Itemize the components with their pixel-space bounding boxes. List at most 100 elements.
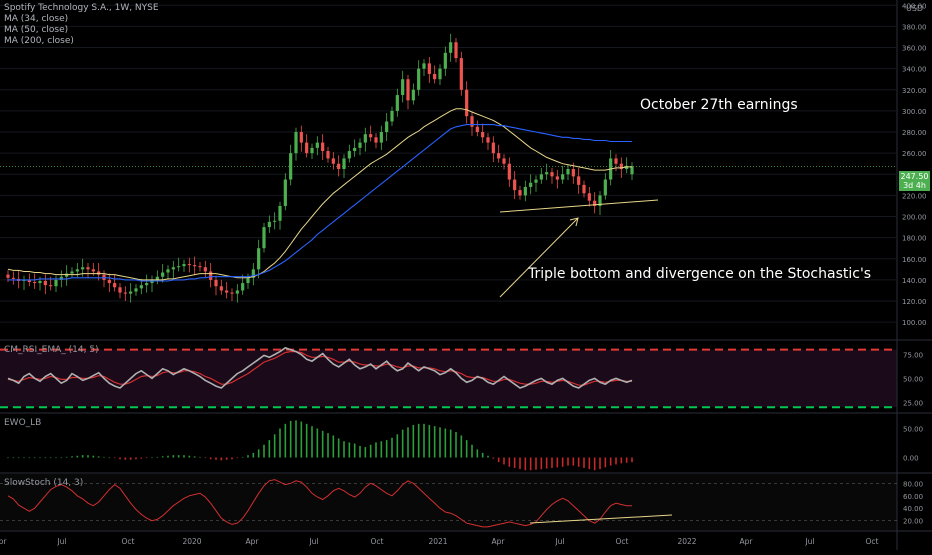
- ewo-bar: [135, 457, 137, 460]
- candle-body: [161, 272, 165, 277]
- ewo-bar: [556, 457, 559, 468]
- ewo-bar: [23, 457, 25, 459]
- time-tick-label: Apr: [740, 537, 754, 546]
- ewo-bar: [428, 425, 431, 458]
- ewo-bar: [625, 457, 628, 463]
- candle-body: [550, 172, 554, 177]
- candle-body: [598, 195, 602, 206]
- ewo-bar: [583, 457, 585, 468]
- ewo-bar: [231, 457, 233, 460]
- candle-body: [401, 79, 405, 96]
- candle-body: [43, 280, 47, 286]
- candle-body: [566, 169, 570, 175]
- rsi-band: [0, 349, 897, 408]
- ewo-pane-label[interactable]: EWO_LB: [4, 418, 42, 428]
- ewo-bar: [215, 457, 217, 460]
- ma34-line: [7, 108, 632, 281]
- ewo-bar: [87, 455, 89, 458]
- candle-body: [395, 95, 399, 111]
- legend-ma34[interactable]: MA (34, close): [4, 14, 69, 24]
- ewo-bar: [39, 457, 41, 459]
- stoch-pane-label[interactable]: SlowStoch (14, 3): [4, 478, 84, 488]
- ewo-bar: [60, 457, 63, 459]
- ewo-bar: [449, 429, 452, 458]
- ewo-bar: [401, 429, 404, 458]
- ewo-bar: [327, 433, 329, 458]
- ewo-bar: [497, 457, 500, 463]
- candle-body: [438, 68, 442, 80]
- candle-body: [11, 277, 15, 279]
- candle-body: [262, 227, 266, 249]
- candle-body: [177, 266, 181, 268]
- ewo-bar: [375, 442, 377, 458]
- candle-body: [6, 274, 10, 278]
- ewo-bar: [17, 457, 20, 459]
- candle-body: [625, 165, 629, 169]
- candle-body: [38, 280, 42, 284]
- stoch-tick-label: 40.00: [903, 505, 923, 513]
- ewo-tick-label: 0.00: [903, 455, 919, 463]
- price-tick-label: 140.00: [902, 277, 927, 285]
- ewo-bar: [252, 452, 255, 458]
- ewo-bar: [28, 457, 31, 459]
- candle-body: [577, 176, 581, 185]
- rsi-line: [7, 346, 633, 389]
- ewo-bar: [572, 457, 575, 466]
- candle-body: [534, 179, 538, 183]
- ewo-bar: [615, 457, 617, 465]
- support-trendline: [499, 199, 659, 213]
- ewo-bar: [444, 428, 447, 458]
- candle-body: [342, 158, 346, 169]
- ewo-bar: [145, 457, 148, 459]
- legend-ma200[interactable]: MA (200, close): [4, 36, 74, 46]
- candle-body: [417, 68, 421, 90]
- ewo-bar: [129, 457, 132, 460]
- ewo-bar: [44, 457, 47, 459]
- ewo-bar: [407, 427, 409, 458]
- earnings-annotation: October 27th earnings: [640, 97, 798, 113]
- symbol-title[interactable]: Spotify Technology S.A., 1W, NYSE: [4, 3, 159, 13]
- candle-body: [561, 174, 565, 180]
- annotation-arrowhead: [569, 217, 579, 227]
- ewo-bar: [593, 457, 596, 471]
- ewo-bar: [631, 457, 633, 463]
- ewo-bar: [124, 457, 127, 460]
- candle-body: [289, 153, 293, 180]
- candle-body: [630, 166, 634, 175]
- candle-body: [422, 63, 426, 69]
- ewo-bar: [289, 420, 292, 458]
- ewo-bar: [151, 457, 153, 459]
- ewo-bar: [519, 457, 521, 470]
- ewo-bar: [33, 457, 36, 459]
- ewo-bar: [97, 456, 100, 458]
- ewo-bar: [396, 434, 399, 458]
- candle-body: [545, 172, 549, 175]
- candle-body: [97, 271, 101, 275]
- time-tick-label: Oct: [371, 537, 384, 546]
- ewo-bar: [508, 457, 511, 467]
- rsi-pane-label[interactable]: CM_RSI_EMA_ (14, 5): [4, 345, 99, 355]
- ewo-bar: [65, 456, 68, 458]
- candle-body: [27, 279, 31, 283]
- candle-body: [75, 269, 79, 272]
- ewo-bar: [188, 455, 191, 458]
- price-tick-label: 160.00: [902, 256, 927, 264]
- legend-ma50[interactable]: MA (50, close): [4, 25, 69, 35]
- candle-body: [219, 286, 223, 291]
- stoch-k-line: [7, 479, 632, 528]
- ewo-bar: [471, 444, 473, 458]
- ewo-bar: [305, 423, 308, 458]
- candle-body: [475, 126, 479, 133]
- ewo-bar: [337, 438, 340, 458]
- ewo-bar: [609, 457, 612, 466]
- candle-body: [193, 265, 197, 267]
- stoch-divergence-line: [529, 514, 673, 524]
- ewo-bar: [311, 426, 313, 458]
- stoch-tick-label: 60.00: [903, 493, 923, 501]
- time-tick-label: 2022: [677, 537, 696, 546]
- ewo-bar: [348, 442, 351, 458]
- ewo-bar: [359, 445, 361, 458]
- ewo-bar: [465, 440, 468, 458]
